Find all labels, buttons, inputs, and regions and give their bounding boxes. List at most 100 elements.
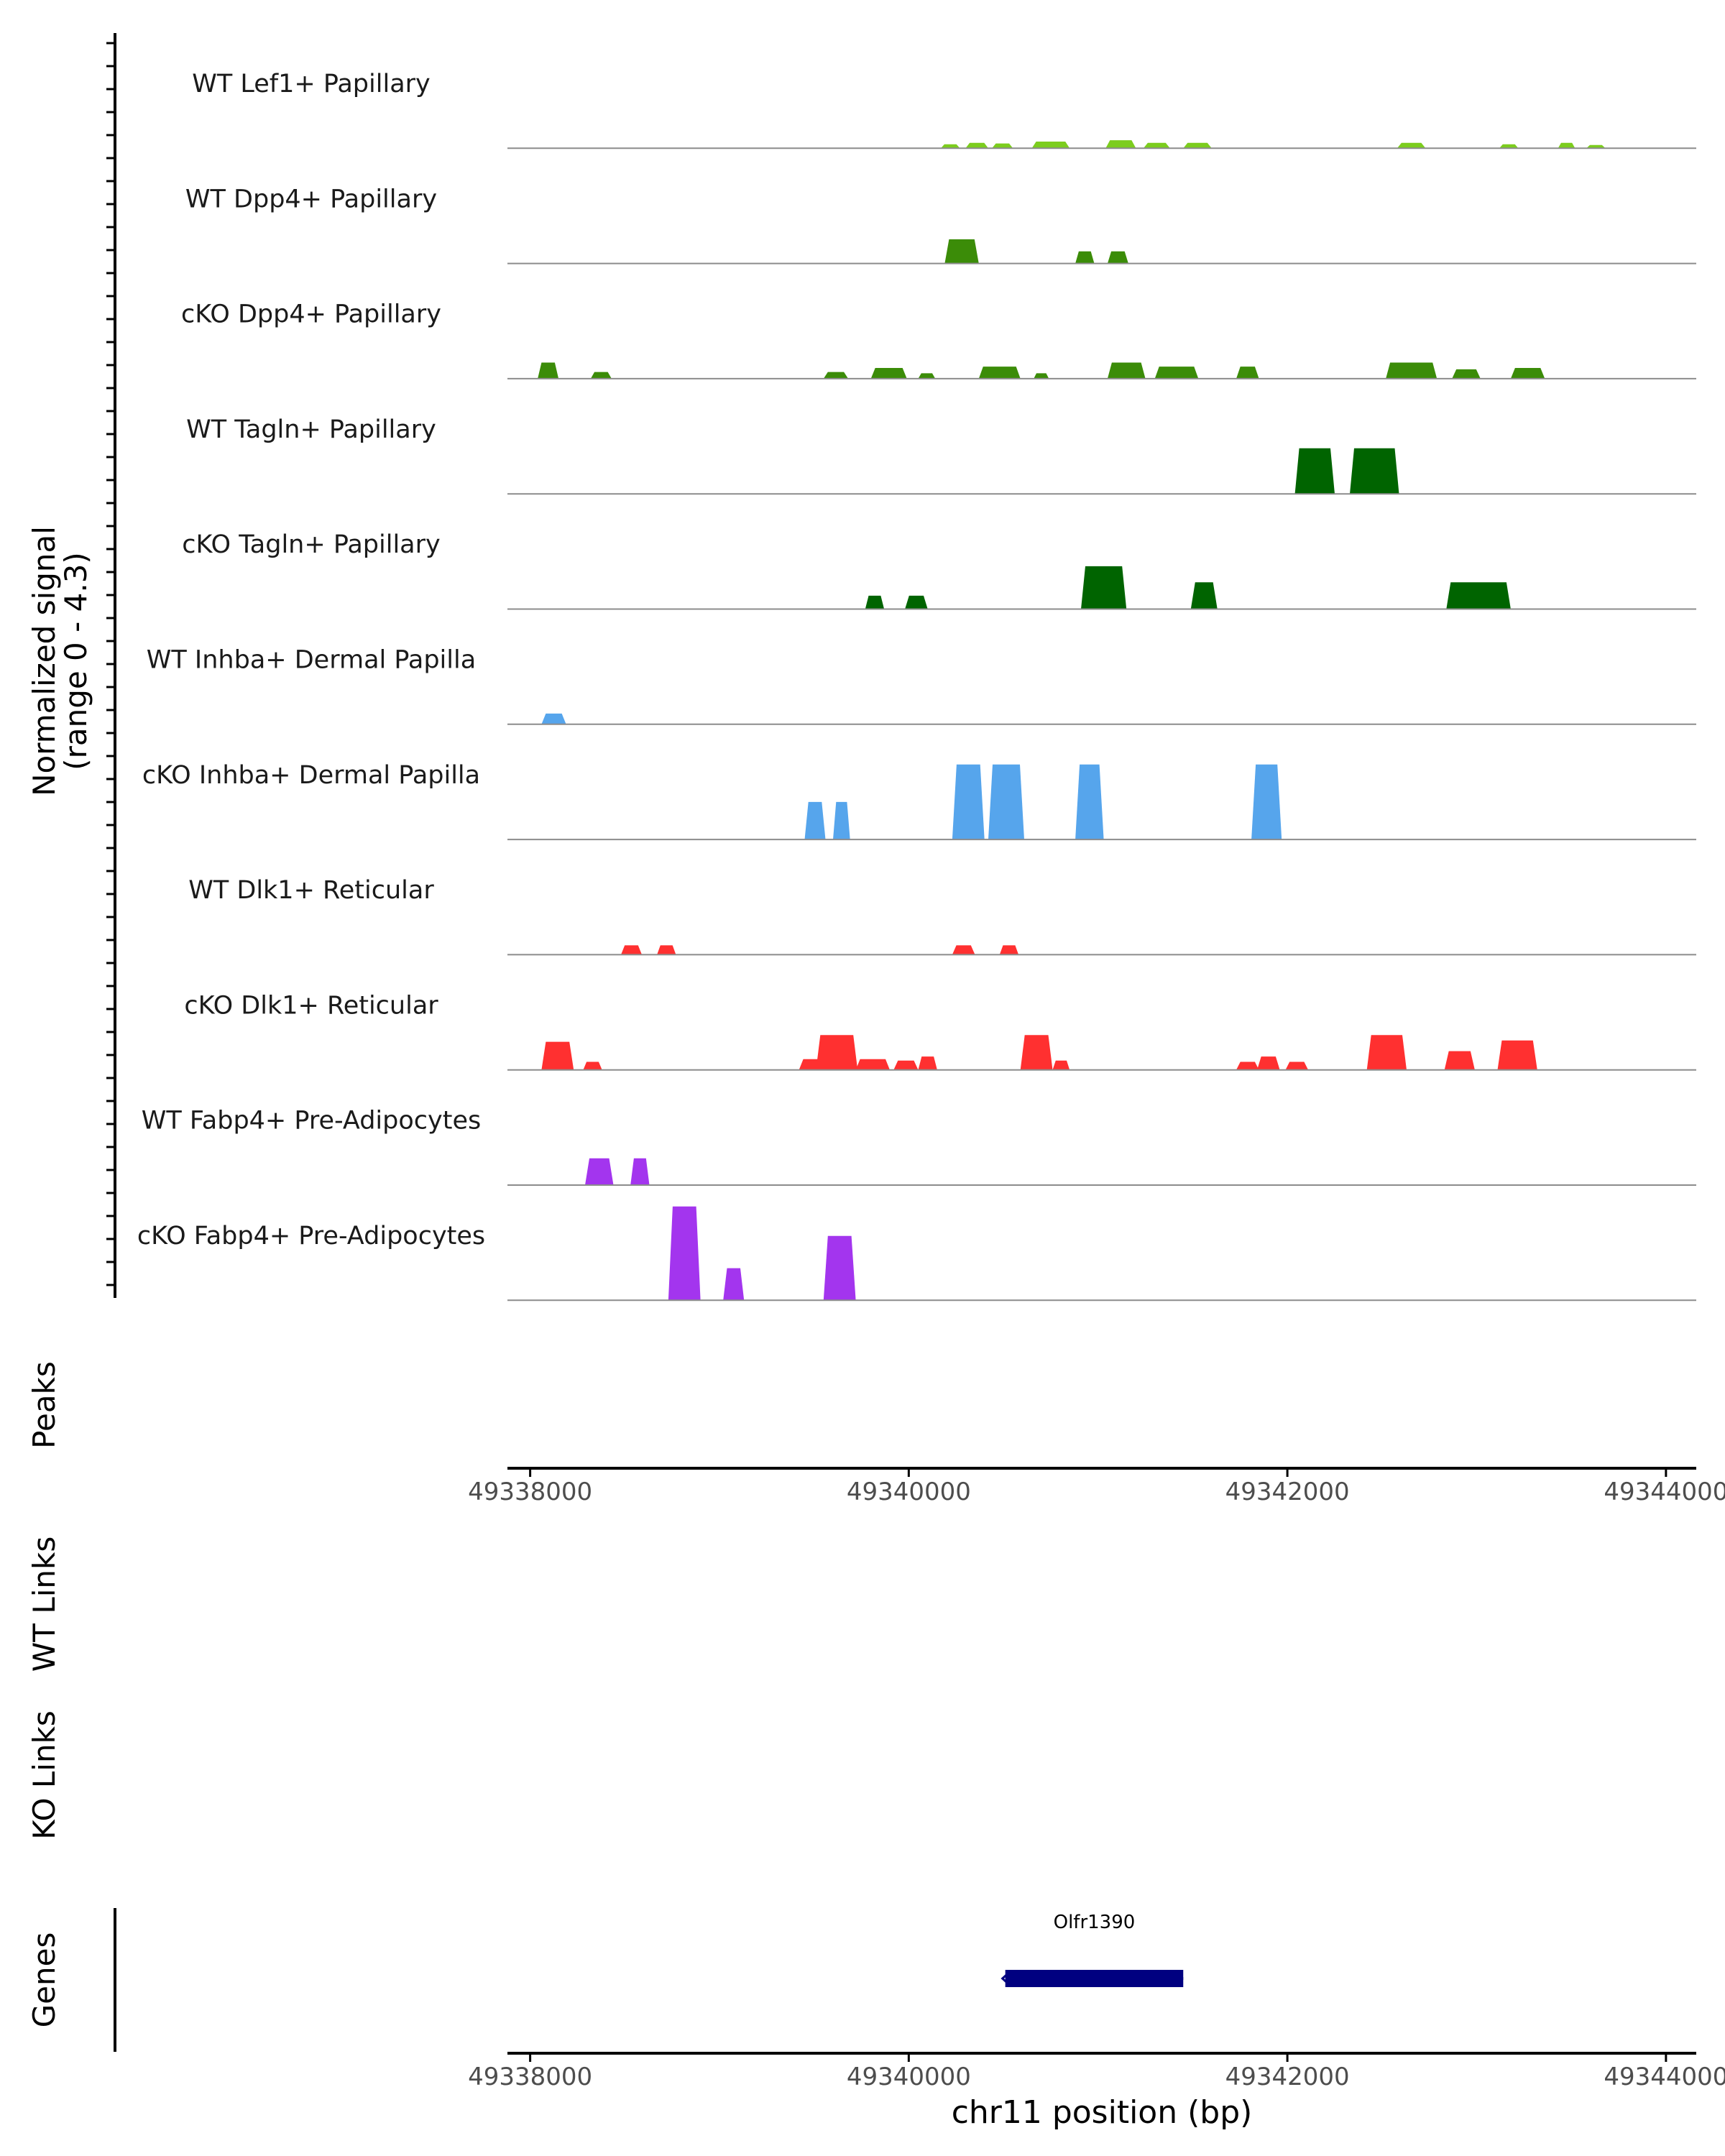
track-11: cKO Fabp4+ Pre-Adipocytes bbox=[137, 1206, 1696, 1302]
genes-track-label: Genes bbox=[27, 1932, 62, 2028]
x-tick-label: 49340000 bbox=[847, 2063, 971, 2091]
track-3: cKO Dpp4+ Papillary bbox=[181, 300, 1696, 379]
coverage-peak bbox=[1285, 1061, 1309, 1070]
track-6: WT Inhba+ Dermal Papilla bbox=[147, 646, 1696, 725]
x-tick-label: 49344000 bbox=[1604, 1478, 1725, 1506]
coverage-peak bbox=[1075, 764, 1104, 840]
coverage-peak bbox=[1510, 368, 1545, 379]
coverage-peak bbox=[1446, 582, 1511, 609]
ko-links-track-label: KO Links bbox=[27, 1710, 62, 1840]
coverage-peak bbox=[590, 372, 612, 379]
track-7: cKO Inhba+ Dermal Papilla bbox=[142, 761, 1696, 841]
track-label: cKO Dlk1+ Reticular bbox=[184, 991, 438, 1020]
coverage-peak bbox=[1257, 1056, 1280, 1070]
coverage-peak bbox=[1444, 1051, 1475, 1070]
coverage-peak bbox=[918, 373, 936, 379]
coverage-peak bbox=[978, 367, 1021, 379]
coverage-peak bbox=[999, 945, 1019, 955]
gene-annotations: Olfr1390 bbox=[1000, 1912, 1184, 1987]
track-8: WT Dlk1+ Reticular bbox=[188, 876, 1696, 956]
wt-links-track-label: WT Links bbox=[27, 1537, 62, 1672]
coverage-peak bbox=[870, 368, 907, 379]
x-tick-label: 49342000 bbox=[1225, 1478, 1350, 1506]
coverage-peak bbox=[1107, 251, 1128, 264]
coverage-peak bbox=[988, 764, 1024, 840]
track-9: cKO Dlk1+ Reticular bbox=[184, 991, 1696, 1071]
coverage-peak bbox=[816, 1035, 858, 1070]
coverage-peak bbox=[723, 1268, 745, 1301]
coverage-peak bbox=[1183, 142, 1212, 149]
track-5: cKO Tagln+ Papillary bbox=[182, 530, 1696, 610]
track-label: WT Dlk1+ Reticular bbox=[188, 876, 434, 905]
coverage-peak bbox=[893, 1060, 919, 1070]
coverage-peak bbox=[1236, 367, 1259, 379]
coverage-peak bbox=[1075, 251, 1095, 264]
y-axis-range-label: (range 0 - 4.3) bbox=[58, 552, 93, 770]
coverage-peak bbox=[1107, 362, 1146, 379]
coverage-peak bbox=[1586, 144, 1606, 149]
coverage-peak bbox=[1497, 1040, 1537, 1070]
track-label: WT Fabp4+ Pre-Adipocytes bbox=[142, 1107, 481, 1135]
middle-x-axis: 49338000 49340000 49342000 49344000 bbox=[468, 1467, 1725, 1506]
coverage-peak bbox=[630, 1158, 650, 1185]
gene-label: Olfr1390 bbox=[1054, 1912, 1136, 1933]
track-label: cKO Dpp4+ Papillary bbox=[181, 300, 441, 329]
track-4: WT Tagln+ Papillary bbox=[186, 415, 1696, 495]
coverage-peak bbox=[657, 945, 676, 955]
coverage-peak bbox=[952, 945, 975, 955]
coverage-peak bbox=[541, 1041, 574, 1070]
coverage-peak bbox=[1105, 140, 1136, 149]
coverage-peak bbox=[855, 1059, 890, 1070]
coverage-peak bbox=[1294, 448, 1335, 494]
gene-exon bbox=[1005, 1970, 1184, 1987]
x-tick-label: 49344000 bbox=[1604, 2063, 1725, 2091]
coverage-peak bbox=[1081, 566, 1127, 609]
coverage-peak bbox=[621, 945, 642, 955]
track-1: WT Lef1+ Papillary bbox=[192, 70, 1696, 149]
coverage-peak bbox=[823, 1235, 856, 1301]
peaks-track-label: Peaks bbox=[27, 1361, 62, 1449]
coverage-peak bbox=[952, 764, 985, 840]
coverage-peak bbox=[1452, 369, 1481, 379]
coverage-peak bbox=[944, 239, 979, 264]
coverage-peak bbox=[823, 372, 849, 379]
coverage-peak bbox=[941, 144, 960, 149]
coverage-peak bbox=[992, 143, 1013, 149]
coverage-y-axis-ticks bbox=[106, 42, 115, 1286]
x-tick-label: 49338000 bbox=[468, 1478, 592, 1506]
track-label: cKO Inhba+ Dermal Papilla bbox=[142, 761, 480, 790]
coverage-peak bbox=[905, 595, 928, 609]
x-tick-label: 49342000 bbox=[1225, 2063, 1350, 2091]
coverage-peak bbox=[583, 1061, 602, 1070]
track-label: cKO Fabp4+ Pre-Adipocytes bbox=[137, 1222, 485, 1250]
coverage-peak bbox=[1020, 1035, 1053, 1070]
coverage-peak bbox=[1350, 448, 1399, 494]
y-axis-title: Normalized signal bbox=[27, 526, 62, 796]
coverage-peak bbox=[1236, 1061, 1259, 1070]
coverage-peak bbox=[1499, 144, 1519, 149]
track-label: WT Dpp4+ Papillary bbox=[185, 185, 437, 213]
coverage-peak bbox=[538, 362, 559, 379]
coverage-peak bbox=[541, 713, 566, 724]
coverage-peak bbox=[1251, 764, 1282, 840]
coverage-peak bbox=[668, 1206, 701, 1301]
coverage-peak bbox=[1366, 1035, 1407, 1070]
coverage-peak bbox=[1190, 582, 1218, 609]
x-axis-title: chr11 position (bp) bbox=[952, 2094, 1253, 2131]
track-10: WT Fabp4+ Pre-Adipocytes bbox=[142, 1107, 1696, 1186]
gene-strand-arrow bbox=[1000, 1971, 1011, 1986]
coverage-peak bbox=[1034, 373, 1049, 379]
coverage-peak bbox=[965, 142, 988, 149]
track-label: cKO Tagln+ Papillary bbox=[182, 530, 441, 559]
coverage-peak bbox=[1386, 362, 1438, 379]
coverage-peak bbox=[1031, 142, 1070, 149]
coverage-peak bbox=[1052, 1060, 1070, 1070]
coverage-peak bbox=[804, 801, 826, 840]
coverage-peak bbox=[585, 1158, 614, 1185]
coverage-peak bbox=[918, 1056, 937, 1070]
coverage-peak bbox=[1154, 367, 1199, 379]
coverage-peak bbox=[1558, 142, 1576, 149]
x-tick-label: 49340000 bbox=[847, 1478, 971, 1506]
